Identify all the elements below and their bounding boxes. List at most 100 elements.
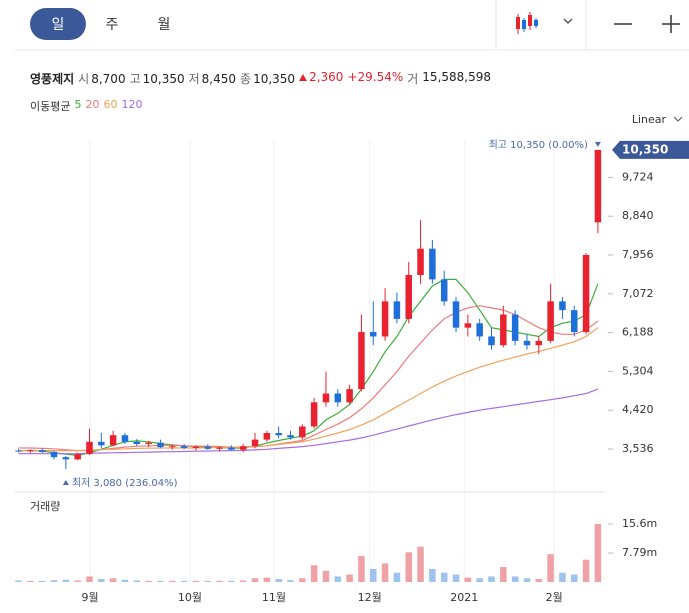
tab[interactable]: 주 (106, 17, 119, 33)
change-value: 2,360 (309, 70, 344, 84)
y-tick-label: 7,956 (622, 248, 654, 261)
chart-type-icon[interactable] (516, 12, 538, 34)
volume-bar (50, 580, 58, 582)
volume-bar (145, 580, 152, 582)
candle-body (216, 447, 223, 449)
ma-legend-item: 60 (103, 98, 118, 111)
volume-title: 거래량 (30, 500, 60, 513)
x-tick-label: 2021 (450, 591, 478, 604)
volume-bar (180, 580, 188, 582)
ma-legend: 이동평균 5 20 60 120 (30, 98, 142, 114)
candle-body (559, 301, 566, 311)
scale-mode[interactable]: Linear (632, 113, 667, 126)
x-tick-label: 2월 (546, 591, 563, 604)
candle-body (381, 301, 389, 337)
candle-body (334, 393, 342, 403)
volume-bar (133, 580, 141, 582)
volume-bar (239, 580, 247, 582)
volume-bar (15, 580, 22, 582)
volume-bar (393, 572, 401, 582)
scale-chevron[interactable] (673, 116, 683, 122)
candle-body (27, 450, 34, 452)
quote-line: 영풍제지 시 8,700 고 10,350 저 8,450 종 10,350 2,360 +2… (30, 70, 491, 87)
candle-body (370, 332, 377, 337)
change: 2,360 (299, 70, 343, 87)
volume-bar (169, 580, 176, 582)
volume-bar (322, 570, 330, 582)
volume-bar (62, 579, 70, 582)
quote-field: 종 10,350 (240, 70, 295, 87)
volume-bar (535, 579, 543, 582)
volume-bar (594, 524, 602, 582)
volume-bar (405, 552, 412, 582)
candle-body (405, 275, 412, 319)
volume-bar (109, 578, 117, 582)
y-tick-label: 15.6m (622, 517, 657, 530)
candle-body (322, 393, 330, 403)
candle-body (133, 441, 141, 445)
quote-field: 시 8,700 (78, 70, 125, 87)
y-tick-label: 8,840 (622, 209, 654, 222)
ma-line (18, 388, 599, 455)
volume-bar (334, 576, 342, 582)
candle-body (192, 446, 200, 448)
field-value: 8,450 (201, 72, 237, 86)
ma-legend-item: 120 (121, 98, 143, 111)
candle-body (429, 248, 436, 280)
volume-bar (98, 579, 105, 582)
tab[interactable]: 월 (158, 17, 171, 33)
y-tick-label: 5,304 (622, 364, 654, 377)
volume-bar (582, 559, 590, 582)
candle-body (299, 426, 306, 438)
stock-name: 영풍제지 (30, 72, 75, 86)
candle-body (109, 435, 117, 446)
high-marker (594, 141, 601, 147)
price-tag-label: 10,350 (622, 142, 668, 156)
y-tick-label: 7.79m (622, 546, 657, 559)
tab[interactable]: 일 (52, 17, 65, 33)
candle-body (464, 323, 472, 328)
candle-body (204, 446, 211, 449)
candle-body (180, 446, 188, 448)
candle-body (440, 279, 448, 302)
volume-bar (299, 578, 306, 582)
field-value: 8,700 (91, 72, 126, 86)
volume-bar (500, 567, 507, 582)
low-marker (62, 480, 69, 486)
ma-line (18, 278, 599, 457)
ma-legend-item: 20 (85, 98, 100, 111)
candle-body (287, 435, 294, 438)
volume-label: 거 (407, 72, 419, 86)
y-tick-label: 6,188 (622, 326, 654, 339)
candle-body (535, 340, 543, 346)
x-tick-label: 12월 (358, 591, 382, 604)
y-tick-label: 4,420 (622, 403, 654, 416)
volume-bar (440, 572, 448, 582)
candle-body (50, 451, 58, 458)
candle-body (15, 450, 22, 452)
volume-bar (121, 579, 129, 582)
dropdown-chevron[interactable] (563, 18, 573, 24)
volume-bar (204, 580, 211, 582)
candle-body (74, 454, 81, 460)
high-annotation: 최고 10,350 (0.00%) (489, 139, 588, 151)
x-tick-label: 10월 (178, 591, 202, 604)
tab-selected-bg[interactable] (30, 8, 86, 40)
volume-bar (74, 580, 81, 582)
price-tag (612, 140, 689, 159)
volume-bar (310, 565, 318, 582)
candle-body (169, 446, 176, 448)
candle-body (263, 433, 271, 440)
zoom-in[interactable] (662, 15, 680, 33)
volume-bar (157, 580, 164, 582)
volume-bar (571, 574, 578, 582)
candle-body (62, 457, 70, 460)
candle-body (121, 435, 129, 442)
candle-body (511, 314, 519, 341)
volume-bar (192, 580, 200, 582)
volume-bar (559, 572, 566, 582)
field-value: 10,350 (142, 72, 185, 86)
candle-body (157, 442, 164, 448)
candle-body (275, 433, 282, 436)
volume-bar (381, 563, 389, 582)
